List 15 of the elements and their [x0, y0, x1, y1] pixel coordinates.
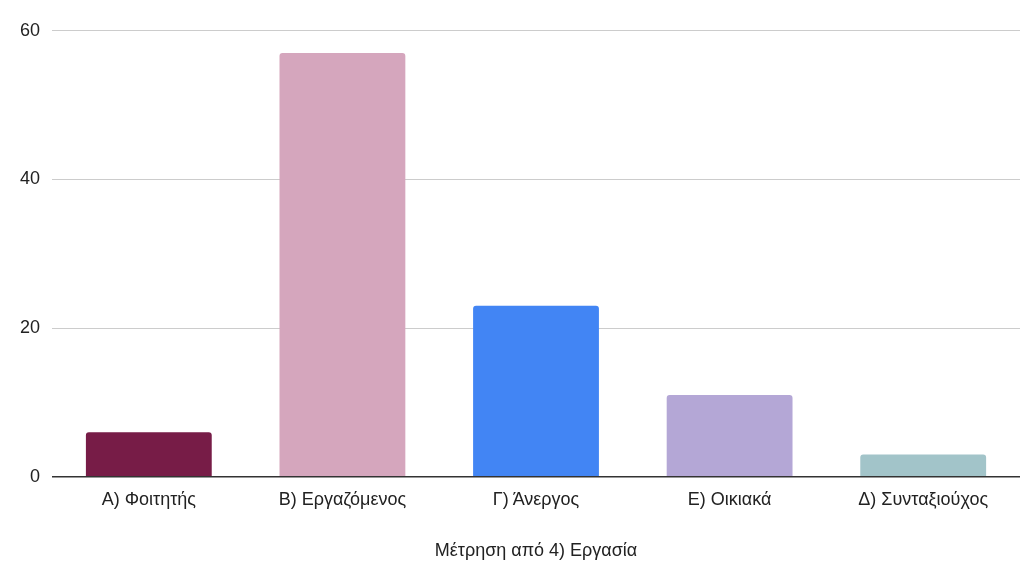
bar [860, 454, 987, 477]
bar [666, 395, 793, 477]
bar [473, 305, 599, 477]
y-tick-label: 20 [19, 317, 41, 338]
y-tick-label: 40 [19, 168, 41, 189]
bar [279, 53, 406, 477]
x-tick-label: Γ) Άνεργος [492, 488, 580, 509]
x-tick-label: A) Φοιτητής [101, 488, 197, 509]
x-axis-title: Μέτρηση από 4) Εργασία [434, 540, 638, 561]
x-tick-label: Δ) Συνταξιούχος [858, 488, 989, 509]
x-tick-label: E) Οικιακά [687, 488, 772, 509]
x-tick-label: B) Εργαζόμενος [278, 488, 407, 509]
y-tick-label: 0 [30, 465, 41, 486]
y-tick-label: 60 [19, 19, 41, 40]
bar [85, 432, 212, 477]
